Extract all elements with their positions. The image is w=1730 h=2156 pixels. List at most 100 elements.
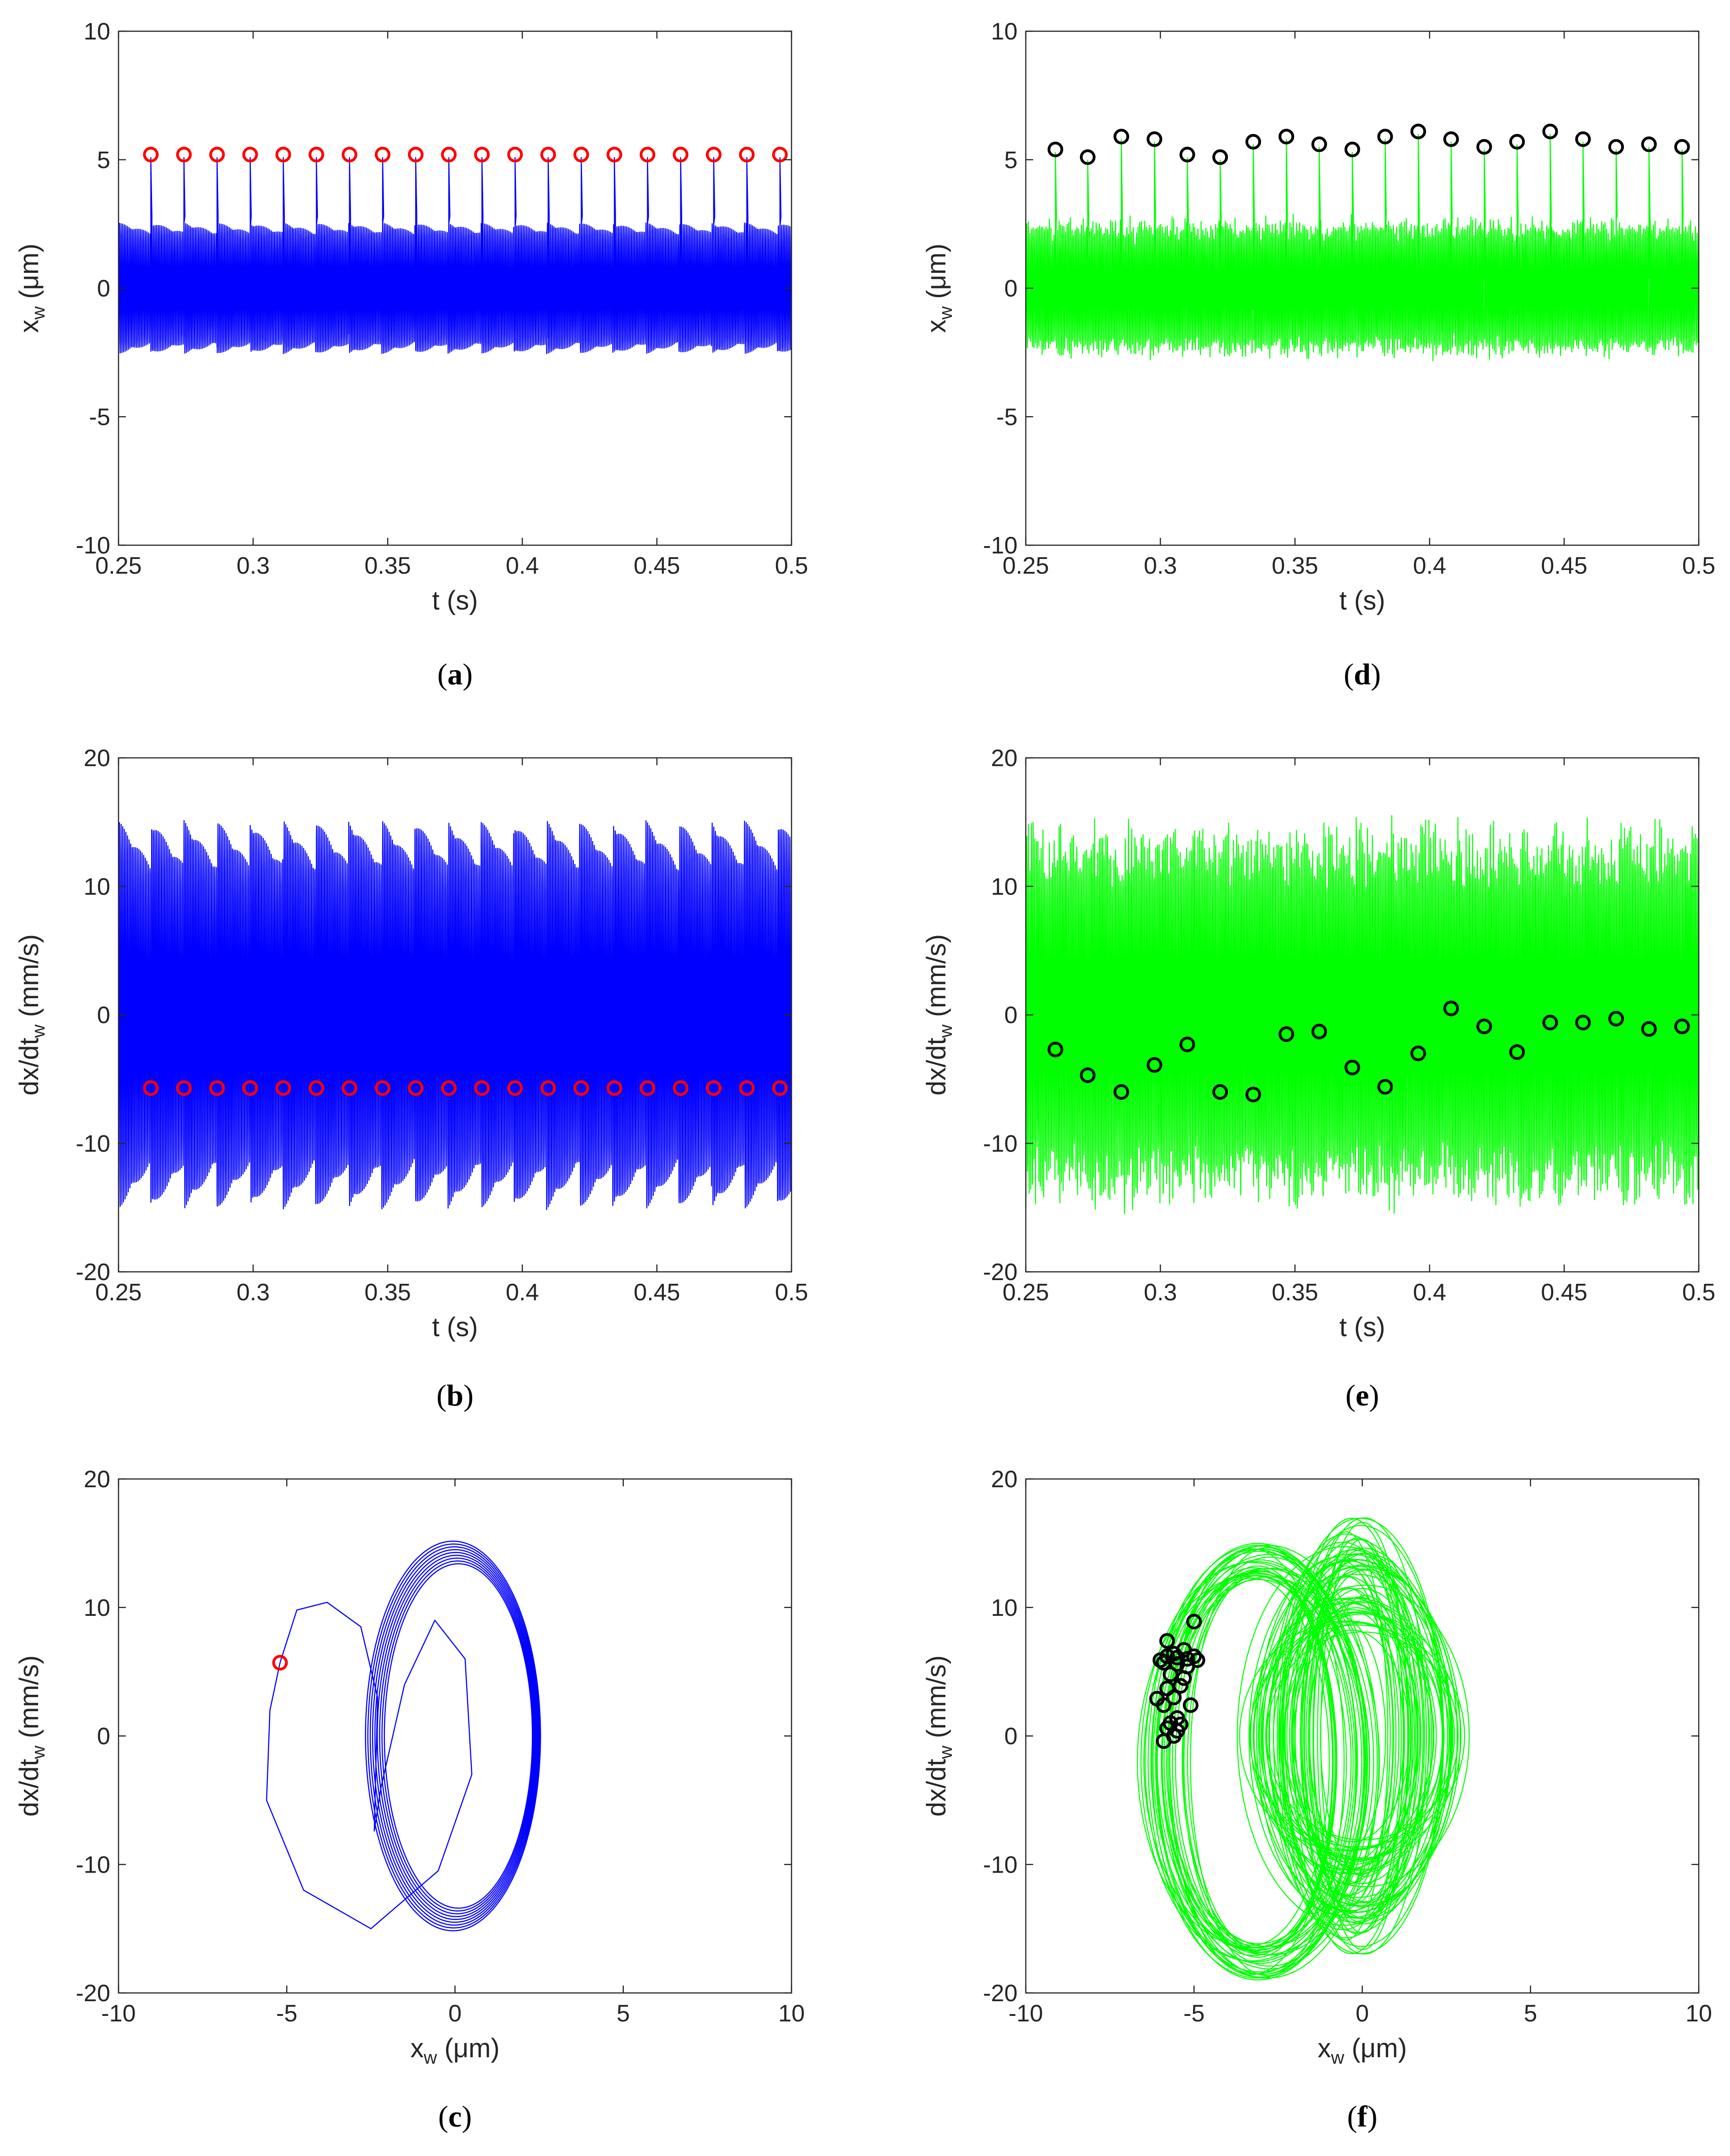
x-tick-label: 0.5 <box>1682 553 1715 579</box>
poincare-marker <box>474 147 490 163</box>
poincare-marker <box>1443 1000 1459 1016</box>
y-tick-label: -20 <box>983 1980 1018 2007</box>
x-tick-label: 0.3 <box>1144 553 1177 579</box>
series-line <box>1026 134 1699 361</box>
poincare-marker <box>374 1080 390 1096</box>
poincare-marker <box>1169 1656 1185 1672</box>
y-axis-label: xw (μm) <box>14 243 49 333</box>
series-line <box>119 820 792 1210</box>
poincare-marker <box>272 1655 288 1671</box>
y-tick-label: 0 <box>1004 1002 1018 1029</box>
x-tick-label: 5 <box>1524 2000 1537 2027</box>
poincare-marker <box>474 1080 490 1096</box>
x-tick-label: 10 <box>1685 2000 1712 2027</box>
y-tick-label: 0 <box>97 1002 110 1029</box>
poincare-marker <box>1047 1042 1063 1058</box>
poincare-marker <box>209 1080 225 1096</box>
x-tick-label: 0.3 <box>237 1279 270 1306</box>
x-axis-label: t (s) <box>432 586 478 615</box>
poincare-marker <box>209 147 225 163</box>
x-tick-label: 0.45 <box>1541 1279 1587 1306</box>
poincare-marker <box>1212 149 1228 165</box>
poincare-marker <box>1179 1036 1195 1052</box>
y-tick-label: -10 <box>76 1130 110 1157</box>
y-tick-label: -10 <box>76 1851 110 1878</box>
poincare-marker <box>1149 1691 1165 1707</box>
poincare-marker <box>507 147 523 163</box>
trace-path <box>119 157 792 354</box>
poincare-marker <box>1311 136 1327 152</box>
y-axis-label: dx/dtw (mm/s) <box>14 934 49 1095</box>
panel-caption: (f) <box>1347 2100 1378 2133</box>
y-tick-label: 20 <box>991 1466 1018 1493</box>
x-tick-label: 0.35 <box>364 1279 411 1306</box>
x-axis-label: t (s) <box>432 1312 478 1342</box>
poincare-marker <box>1166 1728 1182 1744</box>
poincare-marker <box>1575 1015 1591 1031</box>
series-line <box>266 1541 541 1931</box>
x-tick-label: 0.35 <box>1272 553 1318 579</box>
x-tick-label: 0.5 <box>1682 1279 1715 1306</box>
poincare-marker <box>176 1080 192 1096</box>
y-tick-label: -5 <box>996 404 1018 430</box>
poincare-marker <box>275 147 291 163</box>
x-tick-label: 0.25 <box>1002 553 1049 579</box>
panel-caption: (d) <box>1344 658 1381 691</box>
x-axis-label: xw (μm) <box>410 2033 499 2068</box>
poincare-marker <box>1278 1026 1295 1042</box>
poincare-marker <box>639 1080 656 1096</box>
poincare-marker <box>573 1080 589 1096</box>
poincare-marker <box>242 1080 258 1096</box>
x-tick-label: 0.4 <box>1413 1279 1446 1306</box>
poincare-marker <box>341 1080 357 1096</box>
poincare-marker <box>706 147 722 163</box>
poincare-marker <box>441 1080 457 1096</box>
x-tick-label: -10 <box>1008 2000 1043 2027</box>
y-tick-label: -10 <box>76 532 110 559</box>
poincare-marker <box>1641 136 1657 152</box>
x-tick-label: 0.35 <box>1272 1279 1318 1306</box>
x-axis-label: t (s) <box>1340 586 1385 615</box>
y-tick-label: 0 <box>97 1723 110 1750</box>
poincare-marker <box>1674 1018 1690 1034</box>
y-tick-label: -10 <box>983 532 1018 559</box>
y-tick-label: 10 <box>991 18 1018 45</box>
x-tick-label: 0.25 <box>95 553 141 579</box>
poincare-marker <box>374 147 390 163</box>
poincare-marker <box>1344 141 1360 158</box>
poincare-marker <box>1377 1079 1393 1095</box>
trace-path <box>1026 815 1699 1214</box>
orbit-path <box>365 1541 541 1931</box>
poincare-marker <box>1080 149 1096 165</box>
panel-a: 0.25 0.3 0.35 0.4 0.45 0.5 -10 -5 0 5 10 t (s) xw (μ… <box>14 18 808 691</box>
poincare-marker <box>1311 1023 1327 1039</box>
series-line <box>1136 1517 1470 1981</box>
poincare-marker <box>1476 139 1492 155</box>
poincare-marker <box>1542 124 1558 140</box>
poincare-marker <box>739 1080 755 1096</box>
panel-b: 0.25 0.3 0.35 0.4 0.45 0.5 -20 -10 0 10 20 t (s) dx/… <box>14 745 808 1412</box>
x-tick-label: 0.25 <box>95 1279 141 1306</box>
y-tick-label: -20 <box>76 1259 110 1286</box>
poincare-marker <box>1410 124 1426 140</box>
poincare-marker <box>275 1080 291 1096</box>
trace-path <box>119 820 792 1210</box>
trace-path <box>1026 134 1699 361</box>
x-tick-label: 0.3 <box>237 553 270 579</box>
poincare-marker <box>772 147 788 163</box>
poincare-marker <box>1114 1084 1130 1100</box>
x-tick-label: 0.45 <box>633 1279 680 1306</box>
x-tick-label: -10 <box>101 2000 136 2027</box>
poincare-marker <box>540 147 556 163</box>
y-tick-label: 5 <box>1004 147 1018 174</box>
poincare-marker <box>1186 1614 1202 1630</box>
x-tick-label: 0.4 <box>506 553 539 579</box>
y-tick-label: -10 <box>983 1130 1018 1157</box>
y-tick-label: 10 <box>84 18 110 45</box>
panel-d: 0.25 0.3 0.35 0.4 0.45 0.5 -10 -5 0 5 10 t (s) xw (μ… <box>922 18 1715 691</box>
series-line <box>119 157 792 354</box>
plot-area <box>1026 1479 1699 1993</box>
poincare-marker <box>606 147 622 163</box>
poincare-marker <box>1159 1648 1175 1665</box>
